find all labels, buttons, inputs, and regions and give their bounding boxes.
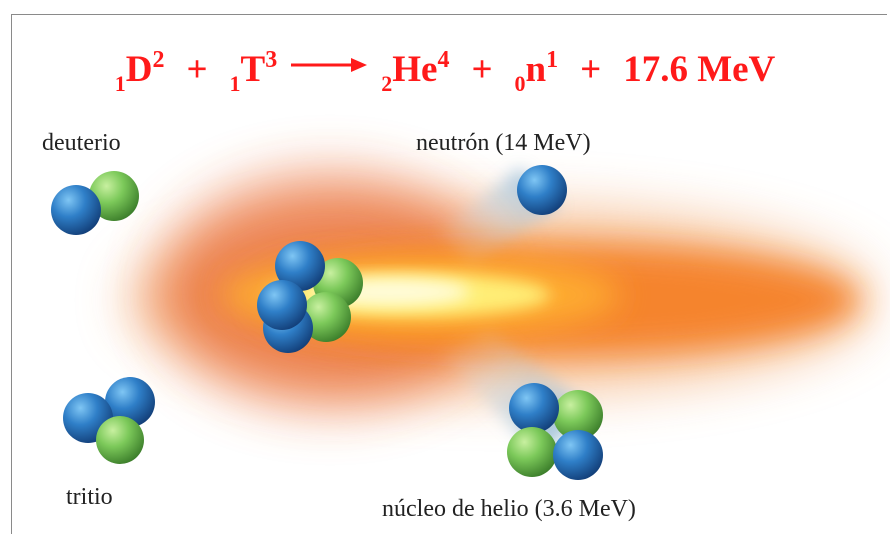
helium-label: núcleo de helio (3.6 MeV): [382, 496, 636, 522]
figure-frame: [11, 14, 887, 534]
fusion-equation: 1D2 +1T3 2He4 +0n1 +17.6 MeV: [0, 48, 890, 95]
tritium-label: tritio: [66, 484, 113, 510]
helium-nucleus: [507, 383, 603, 480]
plus-sign: +: [471, 49, 493, 90]
neutron-symbol: 0n1: [514, 47, 559, 96]
reaction-arrow-icon: [291, 58, 368, 72]
deuterium-nucleus: [51, 171, 139, 235]
plus-sign: +: [186, 49, 208, 90]
plus-sign: +: [580, 49, 602, 90]
helium-symbol: 2He4: [381, 47, 450, 96]
tritium-symbol: 1T3: [229, 47, 278, 96]
neutron-label: neutrón (14 MeV): [416, 130, 591, 156]
deuterium-label: deuterio: [42, 130, 121, 156]
free-neutron: [517, 165, 567, 215]
deuterium-symbol: 1D2: [114, 47, 165, 96]
energy-release: 17.6 MeV: [623, 49, 776, 90]
tritium-nucleus: [63, 377, 155, 464]
fusion-cluster: [257, 241, 363, 353]
